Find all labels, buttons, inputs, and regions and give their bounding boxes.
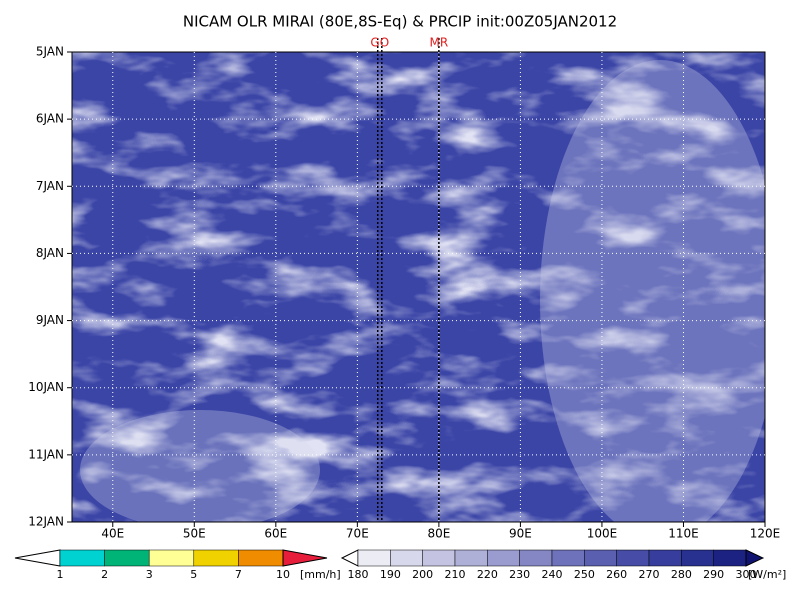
colorbar-label: 290	[703, 568, 724, 581]
colorbar-box	[584, 549, 617, 567]
colorbar-label: 2	[101, 568, 108, 581]
y-tick-label: 12JAN	[28, 515, 64, 529]
y-tick-label: 6JAN	[36, 112, 64, 126]
colorbar-label: 210	[445, 568, 466, 581]
colorbar-box	[713, 549, 747, 567]
colorbar-label: 220	[477, 568, 498, 581]
colorbar-label: 5	[190, 568, 197, 581]
olr-texture	[72, 52, 765, 522]
ship-label: GO	[370, 36, 389, 50]
y-tick-label: 9JAN	[36, 313, 64, 327]
colorbar-box	[238, 549, 284, 567]
title: NICAM OLR MIRAI (80E,8S-Eq) & PRCIP init…	[183, 13, 617, 31]
colorbar-box	[59, 549, 105, 567]
olr-texture	[540, 60, 765, 522]
colorbar-box	[104, 549, 150, 567]
field	[72, 52, 765, 522]
colorbar-label: 200	[412, 568, 433, 581]
x-tick-label: 40E	[101, 527, 124, 541]
olr-texture	[80, 410, 320, 522]
colorbar-box	[422, 549, 456, 567]
colorbar-label: 250	[574, 568, 595, 581]
y-tick-label: 8JAN	[36, 246, 64, 260]
colorbar-box	[357, 549, 391, 567]
colorbar-label: 280	[671, 568, 692, 581]
colorbar-label: 10	[276, 568, 290, 581]
y-tick-label: 7JAN	[36, 179, 64, 193]
colorbar-box	[390, 549, 423, 567]
colorbar-label: 1	[57, 568, 64, 581]
x-tick-label: 90E	[509, 527, 532, 541]
ship-label: MR	[430, 36, 449, 50]
colorbar-label: 240	[542, 568, 563, 581]
colorbar-extension	[745, 549, 765, 567]
colorbar-box	[519, 549, 553, 567]
y-tick-label: 5JAN	[36, 45, 64, 59]
y-tick-label: 11JAN	[28, 447, 64, 461]
colorbar-box	[551, 549, 585, 567]
colorbar-label: 190	[380, 568, 401, 581]
colorbar-box	[148, 549, 195, 567]
colorbar-label: 260	[606, 568, 627, 581]
x-tick-label: 70E	[346, 527, 369, 541]
y-tick-label: 10JAN	[28, 380, 64, 394]
x-tick-label: 60E	[264, 527, 287, 541]
x-tick-label: 100E	[587, 527, 618, 541]
x-tick-label: 50E	[183, 527, 206, 541]
colorbar-label: 300	[736, 568, 757, 581]
colorbar-label: 180	[348, 568, 369, 581]
colorbar-box	[616, 549, 650, 567]
colorbar-box	[193, 549, 239, 567]
colorbar-box	[487, 549, 520, 567]
colorbar-extension	[282, 549, 328, 567]
colorbar-box	[681, 549, 714, 567]
colorbar-label: 270	[639, 568, 660, 581]
colorbar-box	[454, 549, 488, 567]
x-tick-label: 110E	[668, 527, 699, 541]
colorbar-unit: [W/m²]	[748, 568, 786, 581]
colorbar-label: 7	[235, 568, 242, 581]
x-tick-label: 120E	[750, 527, 781, 541]
colorbar-unit: [mm/h]	[300, 568, 341, 581]
colorbar-label: 230	[509, 568, 530, 581]
colorbar-extension	[340, 549, 359, 567]
x-tick-label: 80E	[427, 527, 450, 541]
colorbar-label: 3	[146, 568, 153, 581]
colorbar-extension	[14, 549, 61, 567]
colorbar-box	[648, 549, 682, 567]
plot-frame	[71, 51, 766, 523]
